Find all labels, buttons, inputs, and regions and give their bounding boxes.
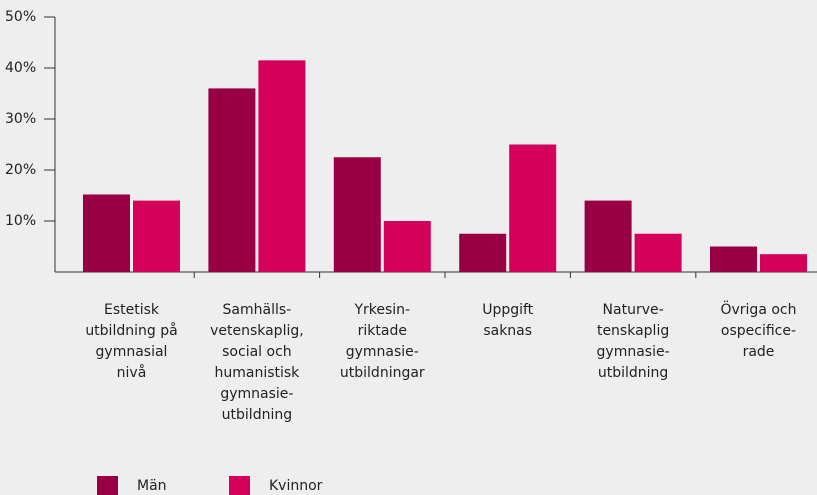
y-tick-label: 10% [5, 213, 36, 229]
bar [509, 144, 557, 272]
x-tick-label-line: utbildning på [85, 322, 177, 339]
bar [760, 254, 807, 272]
x-tick-label-line: riktade [358, 323, 407, 339]
bar [584, 200, 632, 272]
x-tick-label-line: utbildning [222, 407, 292, 423]
y-tick-label: 30% [5, 111, 36, 127]
x-tick-label: Naturve-tenskaplig gymnasie-utbildning [597, 302, 670, 381]
x-tick-label-line: gymnasie- [220, 386, 293, 402]
x-tick-label-line: utbildningar [340, 365, 425, 381]
bar [208, 88, 256, 273]
x-tick-label: Estetisk utbildning på gymnasial nivå [85, 302, 177, 381]
bar [133, 200, 180, 272]
y-tick-label: 50% [5, 9, 36, 25]
x-tick-label-line: gymnasie- [597, 344, 670, 360]
x-tick-label-line: humanistisk [214, 365, 300, 381]
bar [634, 233, 682, 272]
x-tick-label: Samhälls-vetenskaplig, social och humanist… [210, 302, 304, 423]
legend-swatch [97, 476, 118, 495]
x-tick-label-line: vetenskaplig, [210, 323, 304, 339]
x-tick-label: Övriga och ospecifice-rade [720, 300, 796, 360]
legend-label: Kvinnor [269, 478, 323, 494]
x-tick-label-line: social och [222, 344, 292, 360]
x-tick-label-line: Övriga och [720, 300, 796, 318]
legend-swatch [229, 476, 250, 495]
bar [83, 194, 130, 272]
bar [710, 246, 757, 272]
x-tick-label-line: saknas [483, 323, 532, 339]
y-tick-label: 20% [5, 162, 36, 178]
legend-label: Män [137, 478, 167, 494]
x-tick-label-line: gymnasial [96, 344, 168, 360]
x-tick-label: Uppgift saknas [482, 302, 533, 339]
x-tick-label-line: rade [743, 344, 775, 360]
bar [333, 157, 381, 272]
x-tick-label-line: Uppgift [482, 302, 533, 318]
x-tick-label-line: ospecifice- [721, 323, 796, 339]
x-tick-label-line: Estetisk [104, 302, 160, 318]
bar [383, 221, 431, 272]
bar [258, 60, 306, 272]
x-tick-label: Yrkesin-riktade gymnasie-utbildningar [340, 302, 425, 381]
x-tick-label-line: nivå [117, 364, 147, 381]
x-tick-label-line: Naturve- [603, 302, 664, 318]
x-tick-label-line: Yrkesin- [353, 302, 410, 318]
bar [459, 233, 507, 272]
x-tick-label-line: gymnasie- [346, 344, 419, 360]
x-tick-label-line: Samhälls- [223, 302, 292, 318]
y-tick-label: 40% [5, 60, 36, 76]
x-tick-label-line: tenskaplig [597, 323, 669, 339]
x-tick-label-line: utbildning [598, 365, 668, 381]
